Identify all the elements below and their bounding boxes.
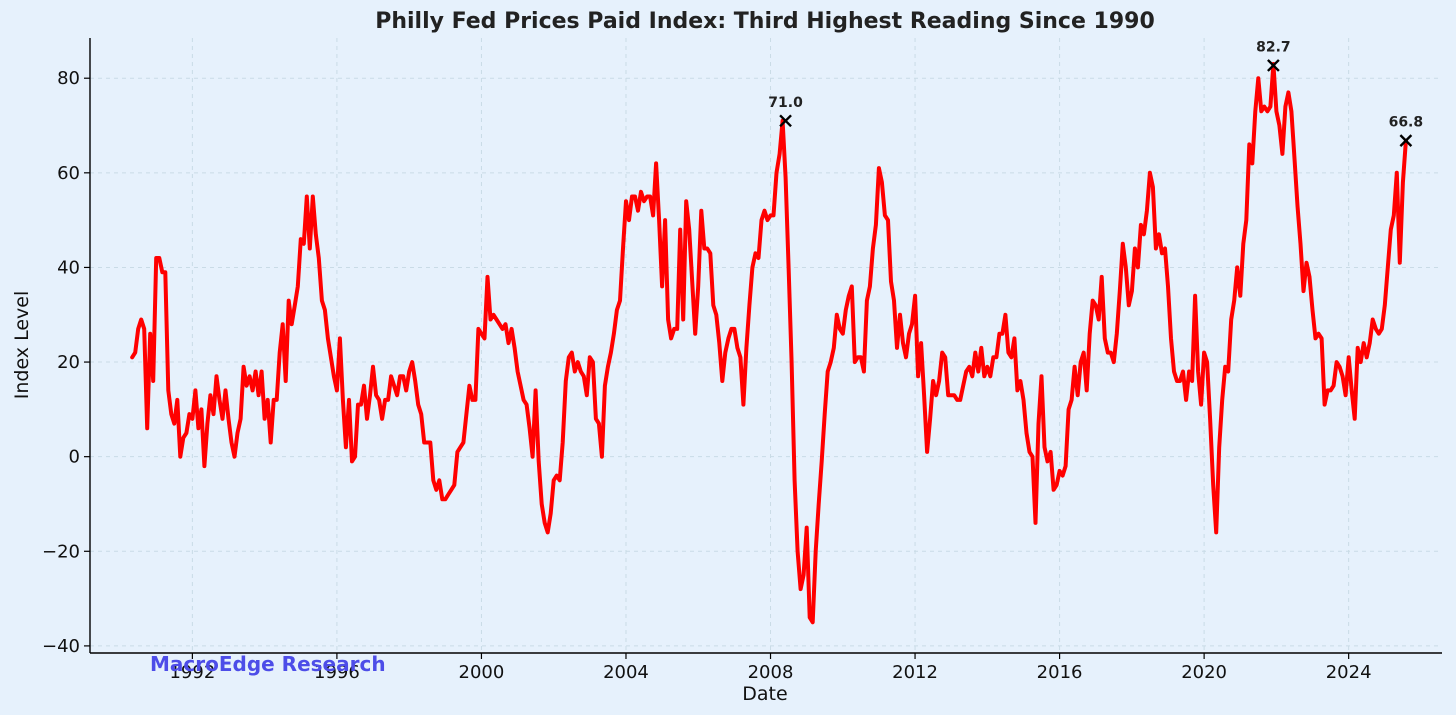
peak-label: 82.7 — [1256, 39, 1291, 55]
y-tick-label: 20 — [57, 352, 80, 373]
y-tick-label: −40 — [42, 636, 80, 657]
annotation-layer: 71.0 82.7 66.8 — [768, 39, 1424, 148]
x-tick-label: 2024 — [1326, 662, 1372, 683]
y-tick-label: 40 — [57, 257, 80, 278]
x-tick-label: 1992 — [169, 662, 215, 683]
peak-marker — [1267, 59, 1280, 72]
series-line — [130, 62, 1408, 625]
peak-marker-stroke — [779, 114, 792, 128]
watermark-text: MacroEdge Research — [150, 652, 386, 676]
peak-marker-stroke — [1267, 59, 1280, 72]
x-tick-label: 2020 — [1181, 662, 1227, 683]
y-tick-label: −20 — [42, 541, 80, 562]
peak-marker — [1399, 134, 1413, 148]
x-axis-label: Date — [742, 683, 787, 705]
peak-marker-stroke — [1399, 134, 1413, 148]
peak-marker — [779, 114, 792, 128]
x-tick-label: 1996 — [314, 662, 360, 683]
peak-label: 66.8 — [1389, 115, 1424, 131]
y-axis-label: Index Level — [11, 291, 33, 400]
tick-layer: −40 −20 0 20 40 60 80 1992 1996 2000 2004 2008 2012 2… — [42, 68, 1372, 683]
x-tick-label: 2004 — [603, 662, 649, 683]
chart-title: Philly Fed Prices Paid Index: Third High… — [375, 9, 1155, 34]
grid-layer — [90, 38, 1442, 653]
x-tick-label: 2000 — [459, 662, 505, 683]
x-tick-label: 2016 — [1037, 662, 1083, 683]
line-layer — [130, 62, 1408, 625]
y-tick-label: 0 — [69, 447, 80, 468]
axis-layer — [89, 38, 1442, 654]
y-tick-label: 60 — [57, 163, 80, 184]
x-tick-label: 2012 — [892, 662, 938, 683]
x-tick-label: 2008 — [748, 662, 794, 683]
peak-label: 71.0 — [768, 95, 803, 111]
y-tick-label: 80 — [57, 68, 80, 89]
